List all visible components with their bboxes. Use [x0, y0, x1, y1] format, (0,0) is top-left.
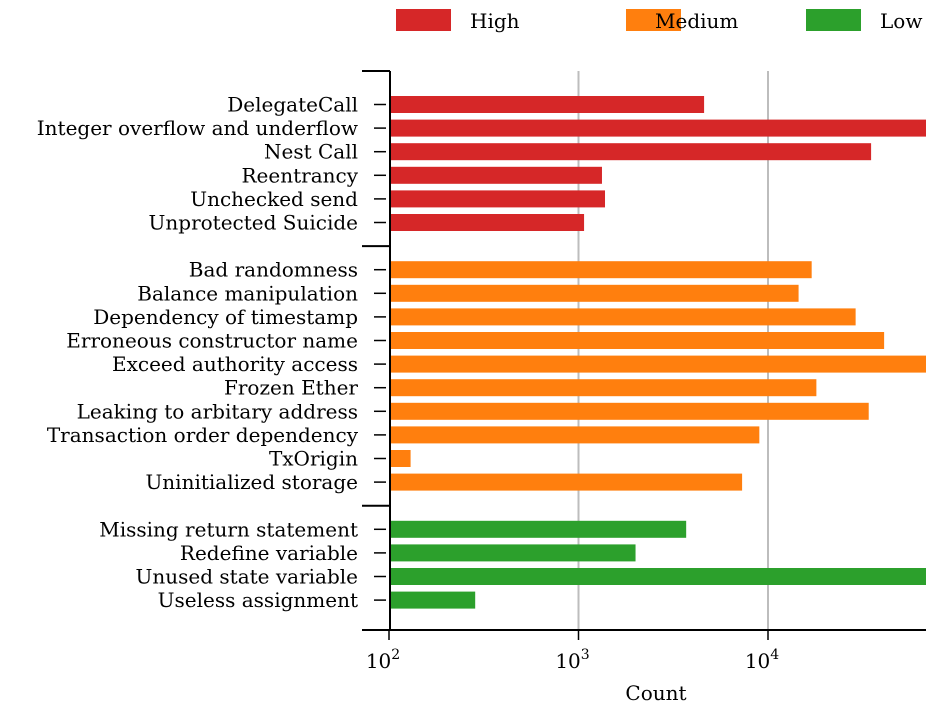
- bar-balance-manipulation: [389, 284, 799, 302]
- bar-bad-randomness: [389, 261, 812, 279]
- bar-useless-assignment: [389, 591, 476, 609]
- legend-label-high: High: [470, 9, 520, 33]
- category-label-bad-randomness: Bad randomness: [189, 258, 358, 282]
- bar-unprotected-suicide: [389, 214, 585, 231]
- category-label-uninitialized-storage: Uninitialized storage: [145, 470, 358, 494]
- x-tick-label-10000: 104: [745, 647, 779, 673]
- bar-transaction-order-dependency: [389, 426, 760, 444]
- bar-unchecked-send: [389, 190, 606, 208]
- bar-nest-call: [389, 143, 872, 161]
- legend-swatch-medium: [626, 9, 681, 31]
- bar-reentrancy: [389, 166, 602, 184]
- x-axis-label: Count: [625, 681, 686, 705]
- bar-frozen-ether: [389, 379, 817, 397]
- category-label-unprotected-suicide: Unprotected Suicide: [149, 211, 358, 235]
- category-label-unchecked-send: Unchecked send: [190, 187, 358, 211]
- category-label-balance-manipulation: Balance manipulation: [137, 281, 358, 305]
- bar-uninitialized-storage: [389, 473, 743, 491]
- category-label-integer-overflow-and-underflow: Integer overflow and underflow: [37, 116, 358, 140]
- category-label-reentrancy: Reentrancy: [241, 163, 358, 187]
- axes: 102 103 104: [362, 70, 926, 673]
- legend: High Medium Low: [396, 9, 922, 33]
- category-label-unused-state-variable: Unused state variable: [136, 565, 358, 589]
- category-label-delegatecall: DelegateCall: [227, 93, 358, 117]
- category-label-nest-call: Nest Call: [264, 140, 358, 164]
- category-label-transaction-order-dependency: Transaction order dependency: [47, 423, 359, 447]
- x-tick-label-1000: 103: [555, 647, 589, 673]
- bar-erroneous-constructor-name: [389, 332, 885, 349]
- category-label-leaking-to-arbitary-address: Leaking to arbitary address: [77, 399, 358, 423]
- legend-swatch-low: [806, 9, 861, 31]
- bar-dependency-of-timestamp: [389, 308, 856, 326]
- bar-integer-overflow-and-underflow: [389, 119, 926, 137]
- legend-swatch-high: [396, 9, 451, 31]
- bar-delegatecall: [389, 96, 705, 113]
- category-label-missing-return-statement: Missing return statement: [99, 517, 358, 541]
- category-label-exceed-authority-access: Exceed authority access: [112, 352, 358, 376]
- category-label-dependency-of-timestamp: Dependency of timestamp: [93, 305, 358, 329]
- bar-txorigin: [389, 450, 411, 467]
- x-tick-label-100: 102: [366, 647, 400, 673]
- bar-missing-return-statement: [389, 520, 687, 538]
- legend-label-low: Low: [880, 9, 922, 33]
- bar-redefine-variable: [389, 544, 636, 562]
- bars: [389, 96, 926, 609]
- category-label-redefine-variable: Redefine variable: [180, 541, 358, 565]
- bar-exceed-authority-access: [389, 355, 926, 373]
- bar-unused-state-variable: [389, 568, 926, 585]
- category-label-useless-assignment: Useless assignment: [158, 588, 358, 612]
- bar-leaking-to-arbitary-address: [389, 402, 869, 420]
- legend-label-medium: Medium: [655, 9, 738, 33]
- category-label-erroneous-constructor-name: Erroneous constructor name: [66, 329, 358, 353]
- category-label-frozen-ether: Frozen Ether: [224, 376, 358, 400]
- category-label-txorigin: TxOrigin: [269, 447, 358, 471]
